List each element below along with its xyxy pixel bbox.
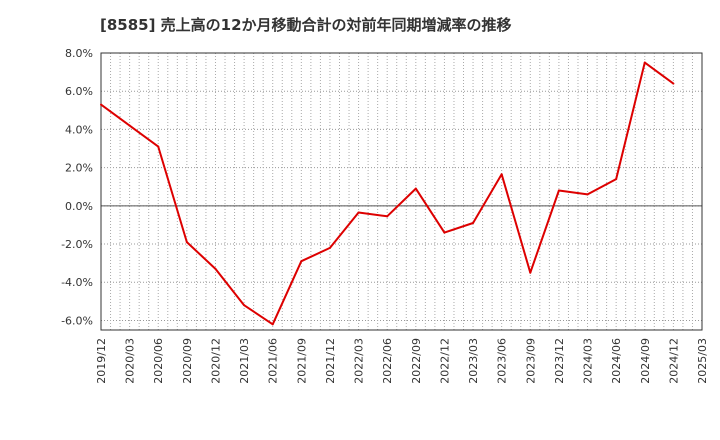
data-point bbox=[214, 267, 217, 270]
y-tick-label: 0.0% bbox=[65, 200, 93, 213]
y-tick-label: -4.0% bbox=[61, 276, 93, 289]
data-point bbox=[300, 260, 303, 263]
y-tick-label: -2.0% bbox=[61, 238, 93, 251]
data-point bbox=[243, 304, 246, 307]
data-point bbox=[500, 173, 503, 176]
x-tick-label: 2024/06 bbox=[610, 338, 623, 384]
plot-area bbox=[101, 53, 702, 330]
x-tick-label: 2021/12 bbox=[324, 338, 337, 384]
x-axis: 2019/12 2020/03 2020/06 2020/09 2020/12 2021/… bbox=[95, 338, 709, 384]
data-point bbox=[271, 323, 274, 326]
x-tick-label: 2020/09 bbox=[181, 338, 194, 384]
data-point bbox=[328, 246, 331, 249]
x-tick-label: 2021/06 bbox=[267, 338, 280, 384]
y-tick-label: 8.0% bbox=[65, 47, 93, 60]
y-tick-label: 6.0% bbox=[65, 85, 93, 98]
data-point bbox=[357, 211, 360, 214]
series-group bbox=[100, 61, 675, 326]
chart-title: [8585] 売上高の12か月移動合計の対前年同期増減率の推移 bbox=[100, 16, 512, 34]
gridlines bbox=[101, 52, 702, 330]
data-point bbox=[185, 241, 188, 244]
x-tick-label: 2019/12 bbox=[95, 338, 108, 384]
x-tick-label: 2021/03 bbox=[238, 338, 251, 384]
x-tick-label: 2023/06 bbox=[496, 338, 509, 384]
data-point bbox=[529, 271, 532, 274]
data-point bbox=[615, 178, 618, 181]
x-tick-label: 2020/03 bbox=[124, 338, 137, 384]
plot-border bbox=[100, 52, 703, 331]
data-point bbox=[472, 222, 475, 225]
x-tick-label: 2023/09 bbox=[524, 338, 537, 384]
x-tick-label: 2025/03 bbox=[696, 338, 709, 384]
x-tick-label: 2022/03 bbox=[353, 338, 366, 384]
x-tick-label: 2022/06 bbox=[381, 338, 394, 384]
data-point bbox=[557, 189, 560, 192]
x-tick-label: 2021/09 bbox=[295, 338, 308, 384]
data-point bbox=[386, 215, 389, 218]
data-point bbox=[586, 193, 589, 196]
x-tick-label: 2024/12 bbox=[667, 338, 680, 384]
x-tick-label: 2024/03 bbox=[582, 338, 595, 384]
y-tick-label: 2.0% bbox=[65, 162, 93, 175]
data-point bbox=[128, 124, 131, 127]
x-tick-label: 2023/12 bbox=[553, 338, 566, 384]
y-axis: 8.0% 6.0% 4.0% 2.0% 0.0% -2.0% -4.0% -6.0% bbox=[61, 47, 93, 327]
data-point bbox=[443, 231, 446, 234]
x-tick-label: 2020/12 bbox=[209, 338, 222, 384]
data-point bbox=[157, 145, 160, 148]
x-tick-label: 2023/03 bbox=[467, 338, 480, 384]
y-tick-label: 4.0% bbox=[65, 123, 93, 136]
x-tick-label: 2022/12 bbox=[438, 338, 451, 384]
data-point bbox=[414, 187, 417, 190]
x-tick-label: 2024/09 bbox=[639, 338, 652, 384]
data-point bbox=[672, 82, 675, 85]
x-tick-label: 2022/09 bbox=[410, 338, 423, 384]
x-tick-label: 2020/06 bbox=[152, 338, 165, 384]
data-point bbox=[643, 61, 646, 64]
y-tick-label: -6.0% bbox=[61, 314, 93, 327]
data-point bbox=[100, 103, 102, 106]
